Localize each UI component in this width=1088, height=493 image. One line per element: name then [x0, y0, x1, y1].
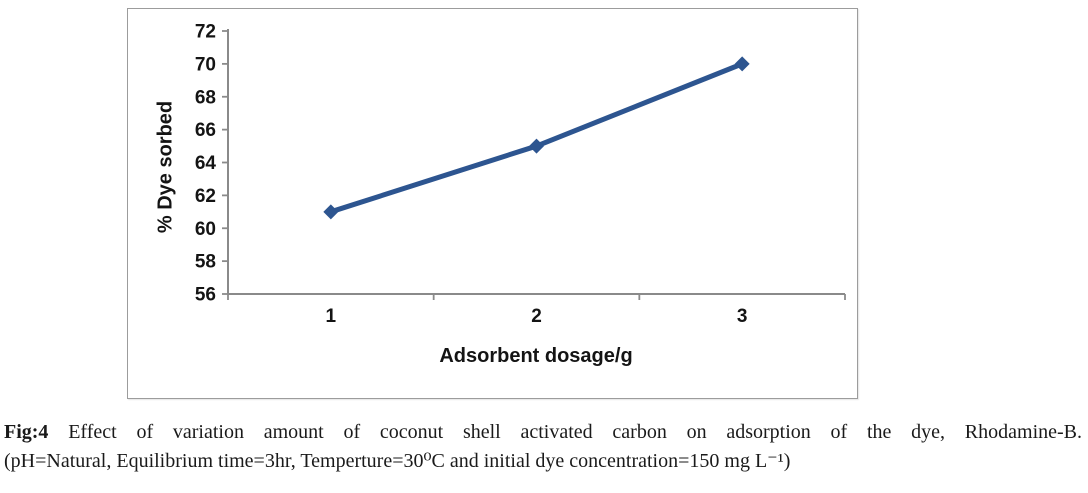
caption-line-1: Fig:4 Effect of variation amount of coco…	[4, 418, 1082, 447]
y-tick-label: 64	[195, 153, 217, 174]
figure-number: Fig:4	[4, 421, 49, 443]
line-chart: 56 58 60 62 64 66 68 70 72 1 2 3	[195, 22, 846, 327]
y-tick-label: 72	[195, 22, 216, 43]
caption-line-2: (pH=Natural, Equilibrium time=3hr, Tempe…	[4, 450, 791, 472]
y-tick-label: 62	[195, 186, 216, 207]
x-tick-label: 1	[326, 306, 337, 327]
data-series-line	[328, 61, 745, 215]
x-tick-label: 2	[531, 306, 542, 327]
x-axis-title: Adsorbent dosage/g	[439, 345, 633, 367]
data-point-marker	[529, 138, 544, 154]
y-tick-label: 66	[195, 120, 216, 141]
y-tick-label: 68	[195, 87, 216, 108]
y-tick-label: 56	[195, 285, 216, 306]
y-tick-label: 58	[195, 252, 216, 273]
data-point-marker	[734, 56, 750, 72]
chart-area: 56 58 60 62 64 66 68 70 72 1 2 3 % Dye sorbed Adsor…	[127, 8, 858, 399]
caption-text: Effect of variation amount of coconut sh…	[68, 421, 1083, 443]
y-tick-label: 70	[195, 54, 216, 75]
figure-caption: Fig:4 Effect of variation amount of coco…	[4, 418, 1082, 476]
y-tick-label: 60	[195, 219, 216, 240]
x-tick-label: 3	[737, 306, 748, 327]
y-axis-title: % Dye sorbed	[154, 100, 177, 234]
data-point-marker	[323, 204, 339, 220]
